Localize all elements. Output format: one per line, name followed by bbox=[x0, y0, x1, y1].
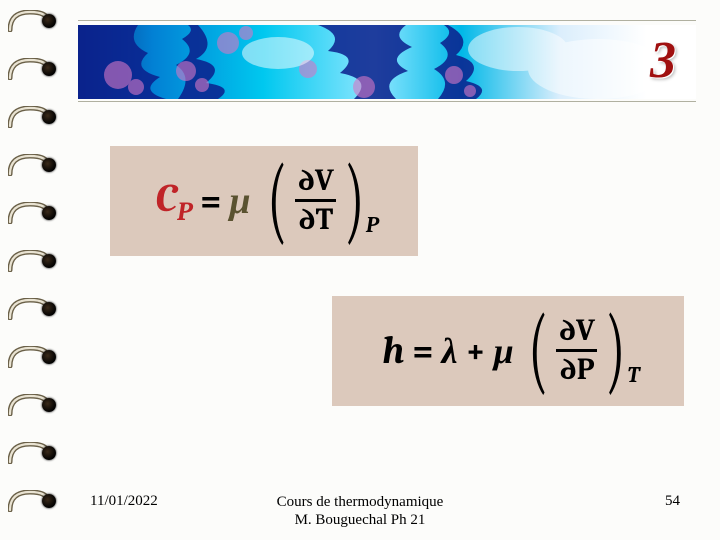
eq2-paren-subscript: T bbox=[627, 362, 639, 388]
binder-ring bbox=[8, 10, 50, 32]
eq1-paren-subscript: P bbox=[366, 212, 379, 238]
eq1-fraction: ∂V ∂T bbox=[295, 166, 336, 235]
eq1-parenthesis-group: ( ∂V ∂T ) P bbox=[259, 166, 373, 235]
slide-footer: 11/01/2022 Cours de thermodynamique M. B… bbox=[0, 493, 720, 531]
chapter-number: 3 bbox=[650, 31, 676, 90]
footer-date: 11/01/2022 bbox=[90, 493, 158, 510]
binder-ring bbox=[8, 202, 50, 224]
footer-page-number: 54 bbox=[665, 493, 680, 510]
eq2-coefficient-mu: μ bbox=[494, 330, 514, 372]
fractal-banner-image: 3 bbox=[78, 25, 696, 99]
equals-sign: = bbox=[412, 331, 433, 372]
binder-ring bbox=[8, 298, 50, 320]
equation-h: h = λ + μ ( ∂V ∂P ) T bbox=[332, 296, 684, 406]
eq2-fraction: ∂V ∂P bbox=[556, 316, 597, 385]
header-banner: 3 bbox=[78, 20, 696, 102]
eq2-lhs: h bbox=[382, 329, 404, 373]
eq1-lhs: CP bbox=[155, 175, 192, 227]
equals-sign: = bbox=[200, 181, 221, 222]
binder-ring bbox=[8, 250, 50, 272]
spiral-binding bbox=[0, 0, 60, 540]
eq1-coefficient-mu: μ bbox=[229, 179, 250, 223]
binder-ring bbox=[8, 442, 50, 464]
binder-ring bbox=[8, 106, 50, 128]
binder-ring bbox=[8, 490, 50, 512]
equation-cp: CP = μ ( ∂V ∂T ) P bbox=[110, 146, 418, 256]
binder-ring bbox=[8, 58, 50, 80]
eq2-lambda: λ bbox=[442, 330, 458, 372]
plus-sign: + bbox=[466, 331, 486, 371]
eq2-parenthesis-group: ( ∂V ∂P ) T bbox=[520, 316, 634, 385]
binder-ring bbox=[8, 394, 50, 416]
binder-ring bbox=[8, 346, 50, 368]
binder-ring bbox=[8, 154, 50, 176]
